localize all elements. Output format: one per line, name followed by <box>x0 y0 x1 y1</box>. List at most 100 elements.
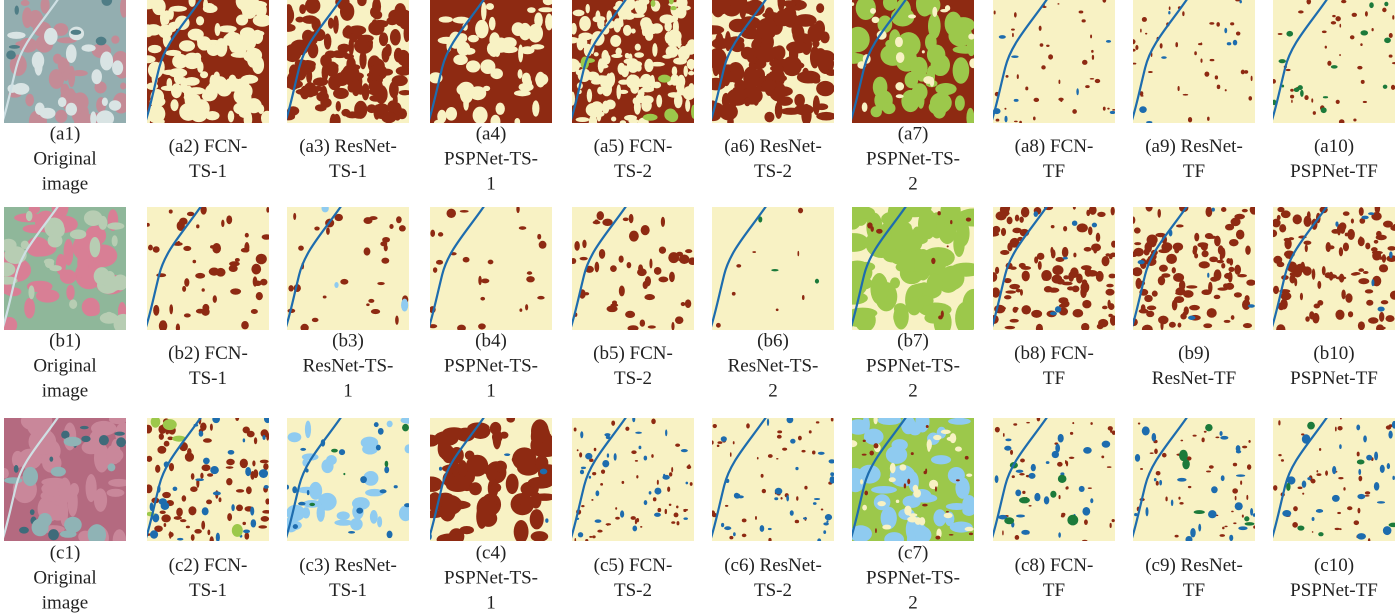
patch <box>185 525 190 529</box>
patch <box>1073 252 1077 258</box>
patch <box>252 14 269 27</box>
caption-line: (b1) <box>49 330 81 351</box>
patch <box>163 523 167 527</box>
river <box>287 418 342 539</box>
river <box>572 207 627 328</box>
patch <box>968 33 974 40</box>
patch <box>581 505 585 508</box>
patch <box>1194 51 1197 56</box>
patch <box>729 452 732 457</box>
patch <box>895 82 905 91</box>
patch <box>1011 475 1015 479</box>
patch <box>51 222 65 238</box>
patch <box>724 526 732 531</box>
patch <box>1276 324 1286 330</box>
patch <box>573 427 577 432</box>
patch <box>823 530 827 535</box>
river <box>4 207 59 328</box>
patch <box>866 212 883 242</box>
patch <box>1232 462 1238 467</box>
patch <box>235 418 240 421</box>
patch <box>231 504 235 512</box>
patch <box>1360 43 1363 47</box>
patch <box>305 0 321 14</box>
patch <box>1362 270 1369 274</box>
patch <box>959 301 974 322</box>
thumbnail <box>287 418 409 541</box>
patch <box>796 496 799 501</box>
patch <box>1214 75 1219 80</box>
patch <box>775 308 779 312</box>
caption-line: TS-1 <box>189 368 227 389</box>
patch <box>1375 234 1387 241</box>
patch <box>686 58 694 70</box>
patch <box>316 91 329 102</box>
patch <box>195 272 206 279</box>
patch <box>179 217 188 226</box>
patch <box>1285 68 1291 72</box>
patch <box>871 16 880 24</box>
patch <box>28 207 40 214</box>
patch <box>1211 207 1215 212</box>
thumbnail <box>1273 418 1395 541</box>
patch <box>1069 431 1074 435</box>
patch <box>1273 218 1281 228</box>
patch <box>149 96 166 107</box>
patch <box>352 497 370 510</box>
patch <box>1198 43 1203 46</box>
patch <box>579 469 585 475</box>
patch <box>40 454 51 465</box>
patch <box>1216 259 1225 264</box>
patch <box>665 429 668 437</box>
patch <box>650 23 663 34</box>
patch <box>74 112 95 123</box>
patch <box>718 103 738 121</box>
patch <box>945 510 949 513</box>
patch <box>490 114 501 123</box>
patch <box>995 92 998 95</box>
patch <box>365 488 384 497</box>
patch <box>251 263 262 275</box>
patch <box>820 508 824 511</box>
patch <box>1292 267 1303 278</box>
patch <box>794 104 814 116</box>
patch <box>1158 315 1169 325</box>
patch <box>287 6 295 25</box>
patch <box>746 423 750 429</box>
patch <box>724 504 729 507</box>
patch <box>458 81 475 96</box>
patch <box>368 88 386 96</box>
patch <box>862 504 867 511</box>
patch <box>829 476 834 484</box>
patch <box>1374 451 1379 461</box>
caption-line: (c4) <box>476 542 507 563</box>
patch <box>1330 65 1338 69</box>
patch <box>250 519 257 528</box>
patch <box>1178 280 1186 291</box>
caption-line: (a3) ResNet- <box>299 136 397 157</box>
patch <box>196 224 200 229</box>
patch <box>527 476 552 489</box>
patch <box>172 435 186 442</box>
patch <box>932 6 938 17</box>
patch <box>795 466 799 471</box>
patch <box>333 87 349 100</box>
patch <box>1289 274 1296 284</box>
patch <box>993 10 996 15</box>
patch <box>1173 273 1185 282</box>
patch <box>1211 486 1218 494</box>
thumbnail <box>430 0 552 123</box>
patch <box>625 426 630 431</box>
patch <box>255 292 263 301</box>
patch <box>236 504 243 512</box>
patch <box>201 507 209 516</box>
patch <box>266 432 269 441</box>
patch <box>1034 492 1041 502</box>
patch <box>1028 505 1032 507</box>
patch <box>147 424 153 434</box>
caption-line: Original <box>33 355 96 376</box>
caption-line: PSPNet-TF <box>1290 580 1378 601</box>
patch <box>242 438 246 443</box>
patch <box>107 463 116 472</box>
patch <box>69 482 80 497</box>
